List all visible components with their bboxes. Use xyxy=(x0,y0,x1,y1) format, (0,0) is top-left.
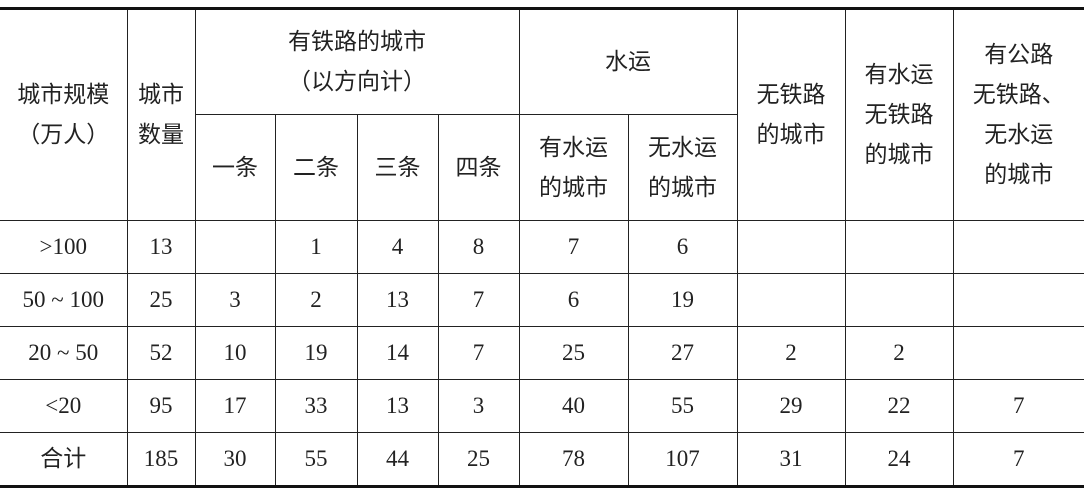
header-text: 有铁路的城市 xyxy=(288,29,426,54)
header-text: 有水运 xyxy=(539,134,608,160)
cell-size: 50 ~ 100 xyxy=(0,273,128,327)
table-row: 50 ~ 100 25 3 2 13 7 6 19 xyxy=(0,273,1084,327)
cell-no-water: 6 xyxy=(627,220,738,274)
header-text: 的城市 xyxy=(864,142,934,167)
header-without-water: 无水运 的城市 xyxy=(627,114,737,221)
cell-count: 95 xyxy=(126,379,196,433)
header-text: 无铁路 xyxy=(864,102,934,127)
cell-water: 78 xyxy=(518,432,629,487)
header-with-water: 有水运 的城市 xyxy=(518,114,629,221)
cell-r2: 33 xyxy=(274,379,358,433)
cell-r1: 10 xyxy=(194,326,276,380)
header-row-1: 城市规模 （万人） 城市 数量 有铁路的城市 （以方向计） 水运 无铁路 的城市… xyxy=(0,8,1084,221)
table-row: >100 13 1 4 8 7 6 xyxy=(0,220,1084,274)
cell-r3: 13 xyxy=(356,273,439,327)
cell-no-rail xyxy=(736,220,846,274)
cell-water: 7 xyxy=(518,220,629,274)
cell-road-only xyxy=(952,220,1084,274)
cell-r1: 17 xyxy=(194,379,276,433)
header-text: 无铁路、 xyxy=(972,82,1065,107)
header-text: 有公路 xyxy=(984,42,1054,67)
cell-road-only: 7 xyxy=(952,379,1084,433)
cell-no-rail xyxy=(736,273,846,327)
city-transport-table: 城市规模 （万人） 城市 数量 有铁路的城市 （以方向计） 水运 无铁路 的城市… xyxy=(0,7,1084,488)
cell-r4: 25 xyxy=(437,432,520,487)
cell-r3: 13 xyxy=(356,379,439,433)
header-water-group: 水运 xyxy=(518,8,738,115)
table-row: <20 95 17 33 13 3 40 55 29 22 7 xyxy=(0,379,1084,433)
header-no-railway: 无铁路 的城市 xyxy=(736,8,846,221)
cell-no-rail: 29 xyxy=(736,379,846,433)
cell-r4: 7 xyxy=(437,326,520,380)
cell-water: 40 xyxy=(518,379,629,433)
cell-r2: 1 xyxy=(274,220,358,274)
header-text: 无水运 xyxy=(984,122,1054,147)
cell-count: 13 xyxy=(126,220,196,274)
cell-water-no-rail: 2 xyxy=(844,326,954,380)
cell-r1: 30 xyxy=(194,432,276,487)
cell-r1 xyxy=(194,220,276,274)
header-text: 城市 xyxy=(138,82,184,107)
cell-water-no-rail: 22 xyxy=(844,379,954,433)
header-railway-2: 二条 xyxy=(274,114,358,221)
cell-water-no-rail: 24 xyxy=(844,432,954,487)
cell-water: 6 xyxy=(518,273,629,327)
cell-r3: 14 xyxy=(356,326,439,380)
header-railway-group: 有铁路的城市 （以方向计） xyxy=(194,8,520,115)
cell-r1: 3 xyxy=(194,273,276,327)
cell-r2: 55 xyxy=(274,432,358,487)
header-railway-1: 一条 xyxy=(195,114,276,221)
cell-road-only: 7 xyxy=(952,432,1084,487)
cell-count: 25 xyxy=(126,273,196,327)
header-text: 的城市 xyxy=(648,174,717,200)
cell-no-rail: 2 xyxy=(736,326,846,380)
header-text: （以方向计） xyxy=(288,69,426,94)
header-text: 无铁路 xyxy=(756,82,826,107)
header-text: 数量 xyxy=(138,122,184,147)
cell-road-only xyxy=(952,273,1084,327)
cell-size: 合计 xyxy=(0,432,128,487)
header-text: 城市规模 xyxy=(17,82,110,107)
cell-r3: 44 xyxy=(356,432,439,487)
table-row: 20 ~ 50 52 10 19 14 7 25 27 2 2 xyxy=(0,326,1084,380)
header-city-count: 城市 数量 xyxy=(126,8,196,221)
cell-count: 52 xyxy=(126,326,196,380)
cell-water: 25 xyxy=(518,326,629,380)
header-railway-3: 三条 xyxy=(356,114,439,221)
cell-count: 185 xyxy=(126,432,196,487)
cell-r2: 2 xyxy=(274,273,358,327)
cell-r3: 4 xyxy=(356,220,439,274)
header-text: 的城市 xyxy=(756,122,826,147)
cell-no-water: 107 xyxy=(627,432,738,487)
header-text: （万人） xyxy=(17,122,110,147)
cell-r4: 3 xyxy=(437,379,520,433)
cell-r4: 8 xyxy=(437,220,520,274)
header-row-2: 一条 二条 三条 四条 有水运 的城市 无水运 的城市 xyxy=(0,114,1084,221)
header-text: 的城市 xyxy=(539,174,608,200)
cell-road-only xyxy=(952,326,1084,380)
cell-no-water: 27 xyxy=(627,326,738,380)
header-text: 有水运 xyxy=(864,62,934,87)
cell-r2: 19 xyxy=(274,326,358,380)
header-text: 的城市 xyxy=(984,162,1054,187)
cell-size: <20 xyxy=(0,379,128,433)
cell-size: 20 ~ 50 xyxy=(0,326,128,380)
cell-water-no-rail xyxy=(844,220,954,274)
header-city-size: 城市规模 （万人） xyxy=(0,8,128,221)
cell-r4: 7 xyxy=(437,273,520,327)
header-water-no-railway: 有水运 无铁路 的城市 xyxy=(844,8,954,221)
header-railway-4: 四条 xyxy=(437,114,520,221)
cell-size: >100 xyxy=(0,220,128,274)
header-road-only: 有公路 无铁路、 无水运 的城市 xyxy=(952,8,1084,221)
cell-no-water: 19 xyxy=(627,273,738,327)
cell-no-water: 55 xyxy=(627,379,738,433)
cell-no-rail: 31 xyxy=(736,432,846,487)
header-text: 无水运 xyxy=(648,134,717,160)
table-row: 合计 185 30 55 44 25 78 107 31 24 7 xyxy=(0,432,1084,487)
cell-water-no-rail xyxy=(844,273,954,327)
